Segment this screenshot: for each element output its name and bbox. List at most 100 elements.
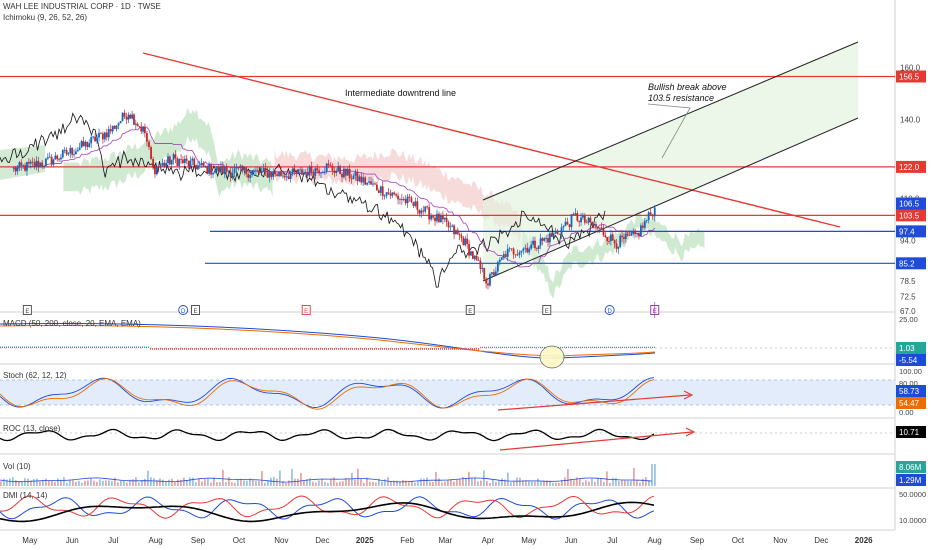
candle-body xyxy=(251,171,253,176)
macd-histogram-bar xyxy=(162,348,163,350)
volume-bar xyxy=(552,482,554,486)
macd-histogram-bar xyxy=(490,346,491,348)
candle-body xyxy=(653,207,656,217)
candle-body xyxy=(400,199,403,200)
candle-body xyxy=(303,172,305,175)
candle-body xyxy=(206,166,209,174)
candle-body xyxy=(602,228,605,236)
price-tick-label: 140.0 xyxy=(900,116,921,125)
macd-histogram-bar xyxy=(264,348,265,350)
macd-histogram-bar xyxy=(506,346,507,348)
candle-body xyxy=(372,183,374,185)
macd-histogram-bar xyxy=(206,348,207,350)
candle-body xyxy=(75,151,77,155)
candle-body xyxy=(379,186,382,193)
x-tick-label: Apr xyxy=(482,536,495,545)
macd-histogram-bar xyxy=(472,348,473,350)
macd-histogram-bar xyxy=(90,346,91,348)
volume-bar xyxy=(30,480,32,486)
candle-body xyxy=(428,207,431,220)
macd-histogram-bar xyxy=(258,348,259,350)
macd-histogram-bar xyxy=(296,348,297,350)
volume-bar xyxy=(624,480,626,486)
macd-histogram-bar xyxy=(460,348,461,350)
candle-body xyxy=(554,231,557,234)
candle-body xyxy=(295,171,298,174)
macd-histogram-bar xyxy=(276,348,277,350)
volume-bar xyxy=(84,480,86,486)
candle-body xyxy=(408,196,411,198)
event-marker-label: D xyxy=(181,309,186,315)
macd-histogram-bar xyxy=(208,348,209,350)
macd-histogram-bar xyxy=(612,346,613,348)
candle-body xyxy=(477,260,480,261)
macd-pane-label: MACD (50, 200, close, 20, EMA, EMA) xyxy=(3,319,141,328)
candle-body xyxy=(520,250,523,253)
candle-body xyxy=(593,224,596,226)
volume-bar xyxy=(429,481,431,486)
candle-body xyxy=(440,215,442,223)
volume-bar xyxy=(339,481,341,486)
volume-bar xyxy=(75,481,77,486)
volume-bar xyxy=(543,480,545,486)
macd-histogram-bar xyxy=(536,346,537,348)
macd-histogram-bar xyxy=(170,348,171,350)
candle-body xyxy=(291,169,294,175)
macd-histogram-bar xyxy=(640,346,641,348)
macd-histogram-bar xyxy=(274,348,275,350)
macd-histogram-bar xyxy=(284,348,285,350)
price-tick-label: 160.0 xyxy=(900,63,921,72)
macd-histogram-bar xyxy=(272,348,273,350)
x-tick-label: Jun xyxy=(565,536,578,545)
macd-histogram-bar xyxy=(230,348,231,350)
macd-histogram-bar xyxy=(630,346,631,348)
macd-histogram-bar xyxy=(504,346,505,348)
macd-histogram-bar xyxy=(104,346,105,348)
macd-histogram-bar xyxy=(102,346,103,348)
macd-histogram-bar xyxy=(354,348,355,350)
volume-bar xyxy=(438,478,440,486)
candle-body xyxy=(148,141,150,148)
candle-body xyxy=(50,156,53,165)
stoch-d-badge-bg xyxy=(896,397,926,409)
last-price-badge-bg xyxy=(896,197,926,210)
candle-body xyxy=(94,136,96,142)
volume-ma-badge: 1.29M xyxy=(899,476,922,485)
candle-body xyxy=(221,166,224,174)
macd-histogram-bar xyxy=(648,346,649,348)
candle-body xyxy=(325,163,328,172)
candle-body xyxy=(524,247,527,249)
macd-histogram-bar xyxy=(58,346,59,348)
x-tick-label: 2026 xyxy=(855,536,873,545)
candle-body xyxy=(560,227,563,235)
macd-histogram-bar xyxy=(312,348,313,350)
candle-body xyxy=(276,174,279,176)
volume-bar xyxy=(417,481,419,486)
volume-bar xyxy=(60,479,62,486)
volume-bar xyxy=(231,482,233,486)
candle-body xyxy=(445,217,448,222)
candle-body xyxy=(318,170,321,174)
candle-body xyxy=(71,147,74,155)
candle-body xyxy=(541,238,544,241)
candle-body xyxy=(163,162,166,167)
candle-body xyxy=(611,234,614,241)
candle-body xyxy=(146,133,148,142)
candle-body xyxy=(329,165,332,166)
candle-body xyxy=(582,215,584,218)
candle-body xyxy=(578,220,581,223)
dmi-axis-label: 10.0000 xyxy=(899,516,926,525)
candle-body xyxy=(639,225,642,237)
macd-histogram-bar xyxy=(448,348,449,350)
volume-bar xyxy=(321,479,323,486)
macd-histogram-bar xyxy=(56,346,57,348)
macd-histogram-bar xyxy=(214,348,215,350)
macd-histogram-bar xyxy=(196,348,197,350)
candle-body xyxy=(84,141,87,147)
volume-bar xyxy=(630,480,632,486)
candle-body xyxy=(27,161,30,164)
volume-bar xyxy=(573,480,575,486)
ichimoku-cloud-bullish xyxy=(0,145,45,180)
event-marker-earnings xyxy=(542,305,552,315)
macd-histogram-bar xyxy=(100,346,101,348)
